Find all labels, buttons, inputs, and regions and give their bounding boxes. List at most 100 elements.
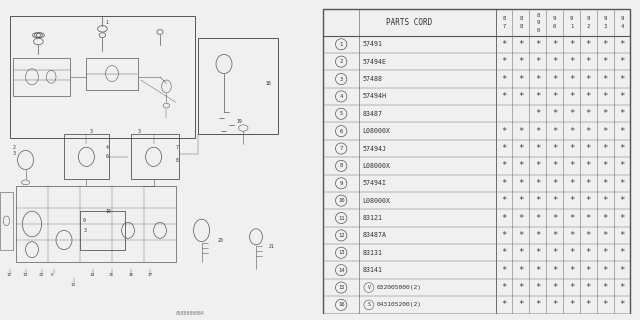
Text: *: * [620,127,625,136]
Text: *: * [518,161,524,171]
Text: *: * [535,161,540,171]
Text: *: * [535,213,540,222]
Text: *: * [569,231,574,240]
Text: *: * [501,75,507,84]
Text: *: * [569,179,574,188]
Text: *: * [501,213,507,222]
Text: 9: 9 [620,16,623,21]
Text: *: * [620,196,625,205]
Text: *: * [518,92,524,101]
Text: *: * [586,213,591,222]
Text: *: * [569,127,574,136]
Text: 2: 2 [340,59,343,64]
Text: 83141: 83141 [362,267,382,273]
Text: *: * [518,196,524,205]
Text: *: * [586,75,591,84]
Text: 14: 14 [90,273,95,277]
Text: 0: 0 [536,28,540,33]
Text: *: * [518,40,524,49]
Text: *: * [552,300,557,309]
Bar [64,134,109,179]
Text: *: * [602,92,608,101]
Bar [0,192,13,250]
Text: *: * [501,283,507,292]
Text: *: * [501,127,507,136]
Text: *: * [501,300,507,309]
Text: 3: 3 [340,76,343,82]
Text: 15: 15 [109,273,114,277]
Text: *: * [620,179,625,188]
Text: *: * [518,213,524,222]
Text: *: * [552,40,557,49]
Text: *: * [518,179,524,188]
Text: *: * [552,248,557,257]
Text: 6: 6 [51,273,54,277]
Text: *: * [569,144,574,153]
Text: *: * [602,231,608,240]
Text: S: S [367,302,371,308]
Text: 8: 8 [340,164,343,168]
Text: *: * [552,266,557,275]
Text: 57494E: 57494E [362,59,387,65]
Text: *: * [620,161,625,171]
Text: *: * [586,266,591,275]
Text: 1: 1 [106,20,108,25]
Text: 2: 2 [13,145,15,150]
Text: *: * [602,40,608,49]
Text: *: * [535,40,540,49]
Text: *: * [620,283,625,292]
Text: L08000X: L08000X [362,198,390,204]
Text: 10: 10 [338,198,344,203]
Text: *: * [501,92,507,101]
Bar [86,58,138,90]
Text: *: * [569,300,574,309]
Text: *: * [501,144,507,153]
Text: 032005000(2): 032005000(2) [376,285,421,290]
Text: *: * [569,40,574,49]
Text: *: * [602,196,608,205]
Bar [80,211,125,250]
Text: *: * [569,57,574,66]
Text: 3: 3 [138,129,140,134]
Text: *: * [586,179,591,188]
Text: *: * [602,161,608,171]
Text: 83121: 83121 [362,215,382,221]
Text: 9: 9 [604,16,607,21]
Text: 83487A: 83487A [362,232,387,238]
Text: *: * [620,266,625,275]
Text: PARTS CORD: PARTS CORD [387,18,433,27]
Text: *: * [535,266,540,275]
Text: *: * [552,161,557,171]
Text: *: * [535,144,540,153]
Text: 4: 4 [340,94,343,99]
Text: *: * [501,266,507,275]
Text: *: * [552,57,557,66]
Text: *: * [586,300,591,309]
Text: *: * [501,40,507,49]
Text: 57488: 57488 [362,76,382,82]
Text: 8: 8 [536,13,540,18]
Text: *: * [620,40,625,49]
Text: *: * [518,231,524,240]
Text: *: * [518,127,524,136]
Text: *: * [501,161,507,171]
Text: *: * [552,196,557,205]
Text: *: * [569,161,574,171]
Text: *: * [602,127,608,136]
Text: 20: 20 [218,237,223,243]
Text: 4: 4 [620,24,623,29]
Text: 6: 6 [340,129,343,134]
Text: 14: 14 [338,268,344,273]
Text: *: * [586,40,591,49]
Bar [10,16,195,138]
Text: 9: 9 [536,20,540,25]
Text: *: * [586,161,591,171]
Text: *: * [602,144,608,153]
Text: 12: 12 [338,233,344,238]
Text: L08000X: L08000X [362,128,390,134]
Text: 9: 9 [553,16,556,21]
Text: *: * [501,179,507,188]
Text: *: * [620,231,625,240]
Text: *: * [552,283,557,292]
Text: 16: 16 [128,273,133,277]
